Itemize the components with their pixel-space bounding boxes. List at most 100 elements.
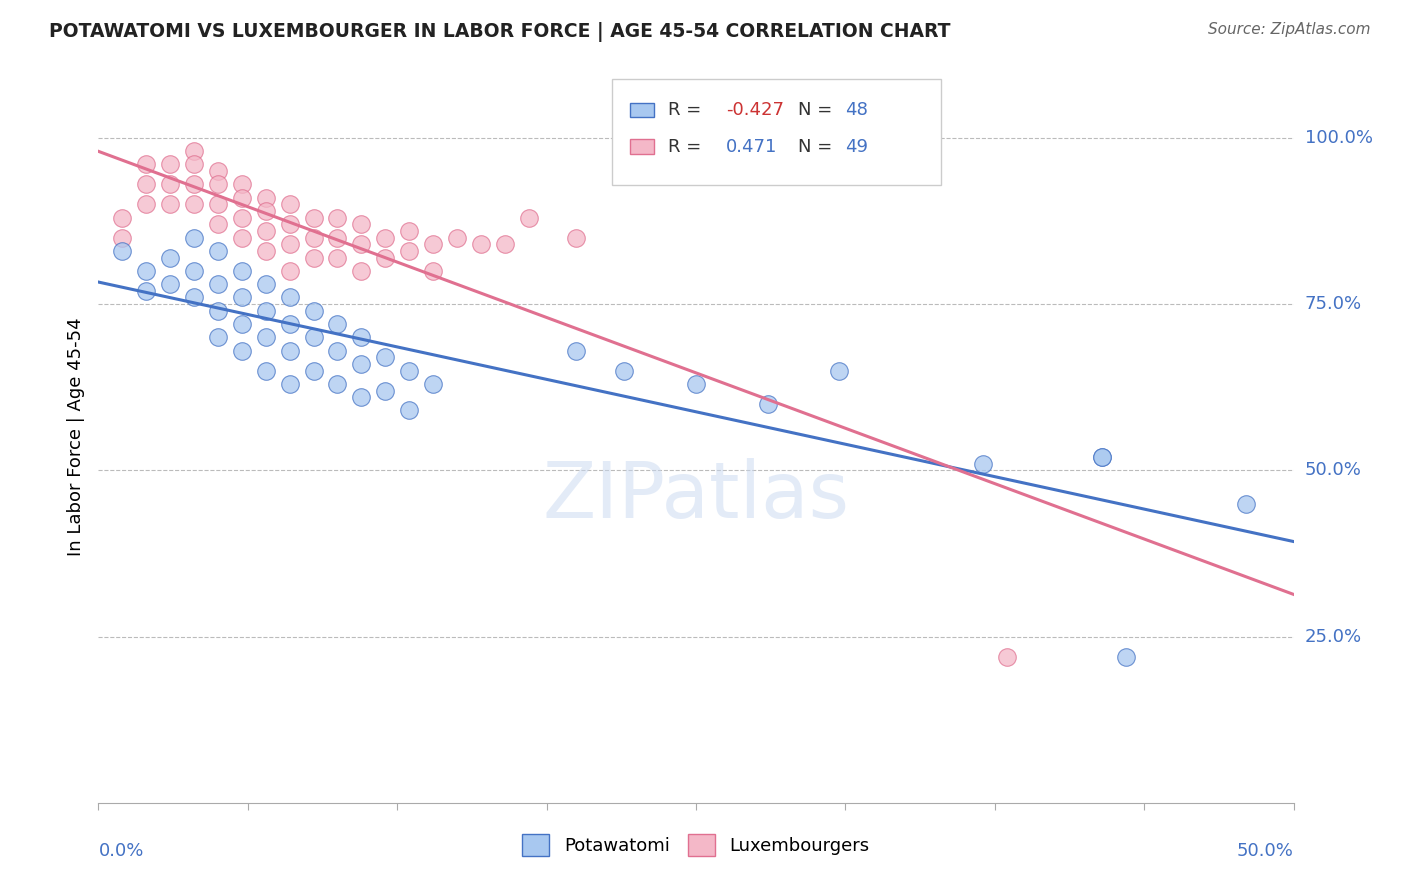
Text: 75.0%: 75.0% [1305, 295, 1362, 313]
Point [565, 230, 588, 244]
Text: 0.471: 0.471 [725, 137, 778, 156]
Point [350, 330, 373, 344]
Text: 25.0%: 25.0% [1305, 628, 1362, 646]
Point [183, 230, 205, 244]
Point [350, 264, 373, 278]
FancyBboxPatch shape [613, 78, 941, 185]
Point [422, 237, 444, 252]
Point [756, 397, 779, 411]
Point [374, 230, 396, 244]
Text: ZIPatlas: ZIPatlas [543, 458, 849, 533]
Point [350, 217, 373, 231]
Point [278, 317, 301, 331]
Point [254, 363, 277, 377]
Point [159, 277, 181, 292]
Point [326, 376, 349, 391]
Text: R =: R = [668, 101, 707, 120]
Point [254, 204, 277, 219]
Point [254, 224, 277, 238]
Point [326, 251, 349, 265]
Point [350, 237, 373, 252]
Text: R =: R = [668, 137, 707, 156]
Point [231, 290, 253, 304]
Point [159, 251, 181, 265]
Point [350, 390, 373, 404]
Point [254, 277, 277, 292]
Point [972, 457, 994, 471]
Point [278, 290, 301, 304]
Text: 49: 49 [845, 137, 869, 156]
Point [326, 211, 349, 225]
Point [326, 317, 349, 331]
Point [422, 264, 444, 278]
Text: 100.0%: 100.0% [1305, 128, 1372, 147]
Point [207, 244, 229, 258]
Point [183, 290, 205, 304]
Point [1115, 649, 1137, 664]
Point [470, 237, 492, 252]
Point [278, 264, 301, 278]
Point [183, 178, 205, 192]
Text: N =: N = [797, 101, 838, 120]
Point [254, 330, 277, 344]
Point [207, 217, 229, 231]
Text: POTAWATOMI VS LUXEMBOURGER IN LABOR FORCE | AGE 45-54 CORRELATION CHART: POTAWATOMI VS LUXEMBOURGER IN LABOR FORC… [49, 22, 950, 42]
FancyBboxPatch shape [630, 103, 654, 118]
Point [207, 197, 229, 211]
Point [828, 363, 851, 377]
Point [183, 264, 205, 278]
Point [231, 230, 253, 244]
Point [302, 363, 325, 377]
Point [1234, 497, 1257, 511]
Point [374, 351, 396, 365]
Point [159, 157, 181, 171]
Point [278, 217, 301, 231]
Point [326, 343, 349, 358]
Y-axis label: In Labor Force | Age 45-54: In Labor Force | Age 45-54 [66, 318, 84, 557]
Point [207, 164, 229, 178]
Text: N =: N = [797, 137, 838, 156]
Point [494, 237, 516, 252]
Point [278, 197, 301, 211]
Point [159, 178, 181, 192]
Point [302, 303, 325, 318]
Point [135, 284, 157, 298]
Text: -0.427: -0.427 [725, 101, 785, 120]
Point [254, 244, 277, 258]
Point [398, 403, 420, 417]
Point [326, 230, 349, 244]
Point [135, 197, 157, 211]
Point [231, 178, 253, 192]
Point [517, 211, 540, 225]
Point [231, 264, 253, 278]
Point [183, 144, 205, 158]
Text: 48: 48 [845, 101, 869, 120]
Point [302, 251, 325, 265]
Legend: Potawatomi, Luxembourgers: Potawatomi, Luxembourgers [515, 827, 877, 863]
Point [111, 211, 134, 225]
Point [254, 191, 277, 205]
Point [111, 244, 134, 258]
Point [302, 230, 325, 244]
Point [159, 197, 181, 211]
Point [278, 343, 301, 358]
Point [374, 384, 396, 398]
Point [183, 197, 205, 211]
Point [231, 343, 253, 358]
Point [446, 230, 468, 244]
Point [183, 157, 205, 171]
Point [995, 649, 1018, 664]
Point [422, 376, 444, 391]
Point [350, 357, 373, 371]
Point [135, 178, 157, 192]
Point [613, 363, 636, 377]
Point [565, 343, 588, 358]
Point [207, 303, 229, 318]
Point [278, 237, 301, 252]
Point [135, 264, 157, 278]
Text: 50.0%: 50.0% [1305, 461, 1361, 479]
Point [1091, 450, 1114, 464]
Text: Source: ZipAtlas.com: Source: ZipAtlas.com [1208, 22, 1371, 37]
Point [1091, 450, 1114, 464]
Point [231, 211, 253, 225]
